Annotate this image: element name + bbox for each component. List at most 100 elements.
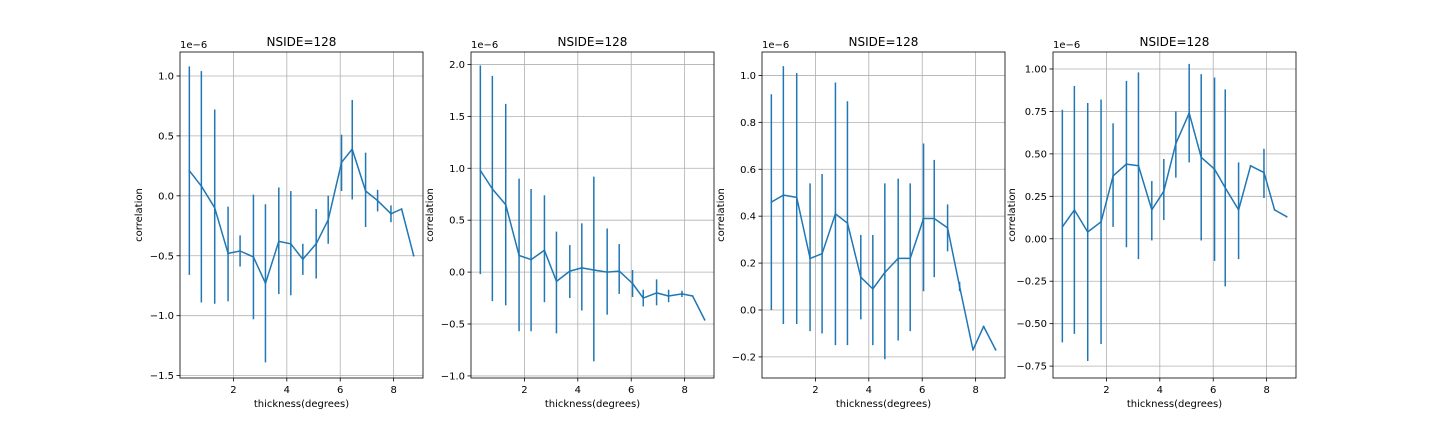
data-point xyxy=(846,222,849,225)
data-point xyxy=(1137,164,1140,167)
data-point xyxy=(530,258,532,261)
y-tick-label: 0.00 xyxy=(1025,234,1047,245)
data-point xyxy=(568,270,571,272)
data-point xyxy=(691,295,694,297)
y-tick-label: −1.0 xyxy=(441,371,465,382)
data-point xyxy=(1263,171,1265,174)
y-tick-label: −1.0 xyxy=(150,311,174,322)
data-point xyxy=(264,282,267,285)
data-point xyxy=(504,203,507,206)
data-point xyxy=(782,194,785,196)
x-tick-label: 8 xyxy=(1263,385,1269,396)
x-tick-label: 2 xyxy=(812,385,818,396)
data-point xyxy=(1100,220,1102,223)
data-point xyxy=(301,258,304,261)
data-point xyxy=(289,242,292,245)
y-tick-label: 1.00 xyxy=(1025,64,1047,75)
data-point xyxy=(1112,175,1114,177)
data-point xyxy=(922,217,925,220)
y-tick-label: 1.0 xyxy=(158,71,174,82)
data-point xyxy=(518,254,520,257)
data-point xyxy=(479,169,482,172)
data-point xyxy=(1188,112,1191,115)
x-tick-label: 4 xyxy=(866,385,872,396)
data-point xyxy=(809,257,811,260)
x-tick-label: 6 xyxy=(628,385,634,396)
data-point xyxy=(351,148,354,150)
data-point xyxy=(1061,225,1064,228)
axes-frame xyxy=(761,51,1006,379)
data-point xyxy=(376,199,379,202)
y-tick-label: 0.25 xyxy=(1025,192,1047,203)
data-point xyxy=(642,297,645,299)
data-point xyxy=(400,208,403,210)
y-tick-label: 0.75 xyxy=(1025,107,1047,118)
x-tick-label: 8 xyxy=(972,385,978,396)
data-point xyxy=(1273,209,1276,211)
y-tick-label: 0.0 xyxy=(740,305,756,316)
data-point xyxy=(770,201,773,204)
data-point xyxy=(315,242,318,245)
data-point xyxy=(795,196,798,199)
panel-3: 2 4 6 8 −0.2 0.0 0.2 0.4 0.6 0.8 1.0 NSIDE=128 1e−6 t… xyxy=(716,35,1006,410)
y-tick-label: 0.5 xyxy=(449,216,465,227)
x-tick-label: 4 xyxy=(575,385,581,396)
data-point xyxy=(543,249,546,252)
series-line xyxy=(1061,112,1288,233)
y-tick-label: 1.0 xyxy=(449,164,465,175)
y-axis-label: correlation xyxy=(134,188,145,242)
data-point xyxy=(1285,215,1288,218)
data-point xyxy=(618,270,621,272)
data-point xyxy=(412,254,415,257)
chart-title: NSIDE=128 xyxy=(267,35,337,49)
x-tick-label: 8 xyxy=(390,385,396,396)
x-axis-label: thickness(degrees) xyxy=(1127,399,1222,410)
data-point xyxy=(1073,209,1076,211)
data-point xyxy=(580,267,583,269)
x-tick-label: 6 xyxy=(1210,385,1216,396)
y-tick-label: −1.5 xyxy=(150,371,174,382)
y-tick-label: 1.0 xyxy=(740,71,756,82)
y-tick-label: −0.75 xyxy=(1016,362,1047,373)
x-tick-label: 6 xyxy=(919,385,925,396)
data-point xyxy=(1162,190,1165,193)
y-offset-text: 1e−6 xyxy=(762,40,789,51)
series-line xyxy=(188,148,415,285)
y-tick-label: 0.8 xyxy=(740,118,756,129)
data-point xyxy=(631,282,634,285)
series-1 xyxy=(770,66,997,360)
data-point xyxy=(1249,164,1252,167)
data-point xyxy=(390,212,392,215)
x-tick-label: 8 xyxy=(681,385,687,396)
y-tick-label: 0.5 xyxy=(158,131,174,142)
data-point xyxy=(909,257,912,260)
y-axis-label: correlation xyxy=(716,188,727,242)
x-tick-label: 2 xyxy=(521,385,527,396)
data-point xyxy=(1224,186,1227,189)
data-point xyxy=(982,325,985,328)
y-tick-label: −0.2 xyxy=(732,352,756,363)
chart-title: NSIDE=128 xyxy=(849,35,919,49)
y-tick-label: 0.2 xyxy=(740,259,756,270)
data-point xyxy=(1174,142,1177,145)
y-tick-label: −0.25 xyxy=(1016,277,1047,288)
data-point xyxy=(1213,168,1216,171)
x-axis-label: thickness(degrees) xyxy=(545,399,640,410)
data-point xyxy=(834,212,837,215)
data-point xyxy=(958,285,961,288)
data-point xyxy=(1125,163,1128,165)
data-point xyxy=(897,257,900,260)
series-line xyxy=(770,194,997,351)
y-offset-text: 1e−6 xyxy=(471,40,498,51)
series-1 xyxy=(479,65,706,362)
data-point xyxy=(681,293,683,295)
series-1 xyxy=(1061,63,1288,362)
chart-title: NSIDE=128 xyxy=(558,35,628,49)
x-tick-label: 4 xyxy=(284,385,290,396)
x-axis-label: thickness(degrees) xyxy=(836,399,931,410)
panel-4: 2 4 6 8 −0.75 −0.50 −0.25 0.00 0.25 0.50 0.75 1.00 N… xyxy=(1007,35,1297,410)
y-axis-label: correlation xyxy=(425,188,436,242)
y-offset-text: 1e−6 xyxy=(1053,40,1080,51)
data-point xyxy=(188,169,191,172)
